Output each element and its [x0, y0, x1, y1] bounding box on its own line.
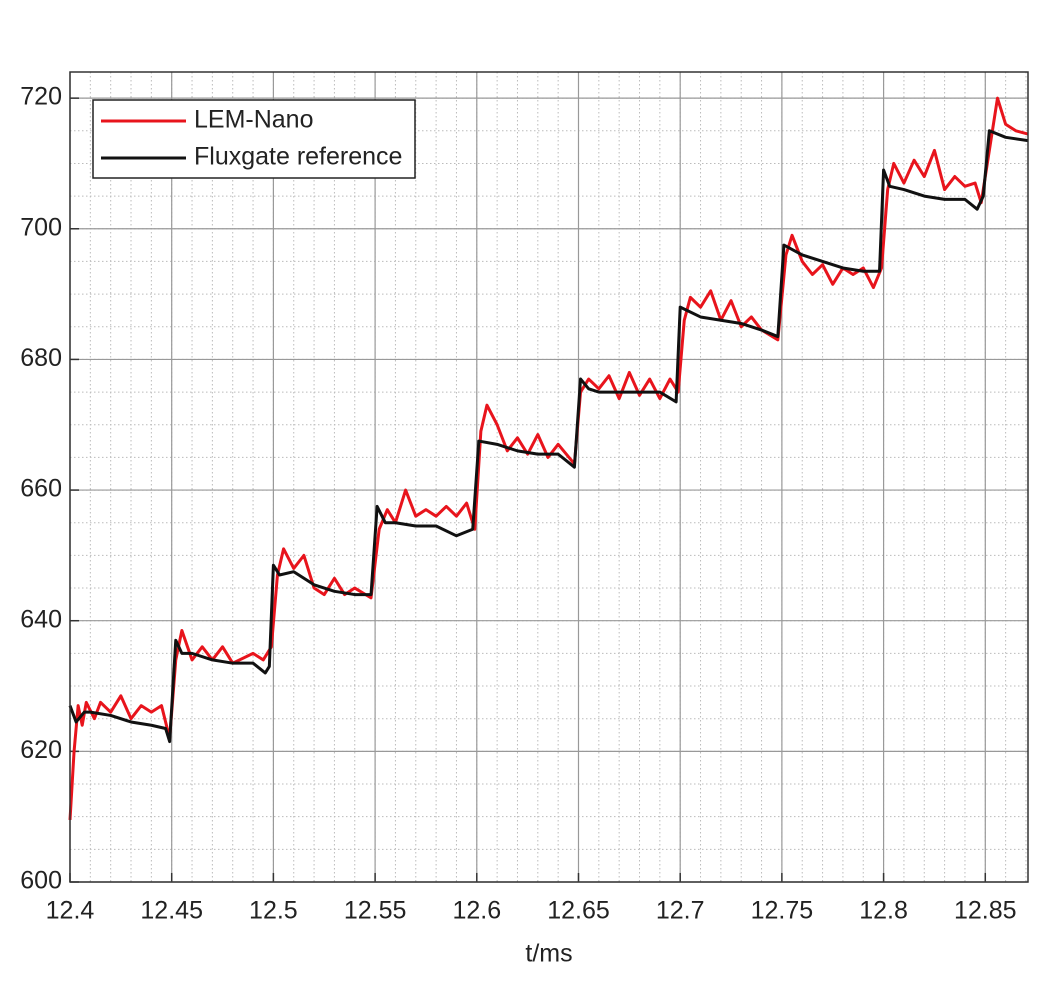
y-tick-label: 680 [20, 344, 62, 372]
y-tick-label: 660 [20, 475, 62, 503]
x-tick-label: 12.4 [46, 897, 95, 925]
x-tick-label: 12.8 [859, 897, 908, 925]
x-tick-label: 12.7 [656, 897, 705, 925]
series-line [68, 129, 1029, 744]
y-tick-label: 640 [20, 605, 62, 633]
x-tick-label: 12.75 [751, 897, 814, 925]
legend-label: LEM-Nano [194, 106, 314, 134]
x-axis-label: t/ms [525, 940, 572, 968]
x-tick-label: 12.6 [452, 897, 501, 925]
x-tick-label: 12.55 [344, 897, 407, 925]
series-line [68, 96, 1029, 821]
legend-box [92, 99, 416, 179]
legend-label: Fluxgate reference [194, 143, 402, 171]
x-tick-label: 12.85 [954, 897, 1017, 925]
y-tick-label: 620 [20, 736, 62, 764]
y-tick-label: 600 [20, 867, 62, 895]
y-tick-label: 720 [20, 83, 62, 111]
plot-area [70, 72, 1028, 882]
legend: LEM-Nano Fluxgate reference [92, 99, 416, 179]
x-tick-label: 12.45 [140, 897, 203, 925]
axes-box [69, 71, 1029, 883]
x-tick-label: 12.65 [547, 897, 610, 925]
x-tick-label: 12.5 [249, 897, 298, 925]
y-tick-label: 700 [20, 213, 62, 241]
